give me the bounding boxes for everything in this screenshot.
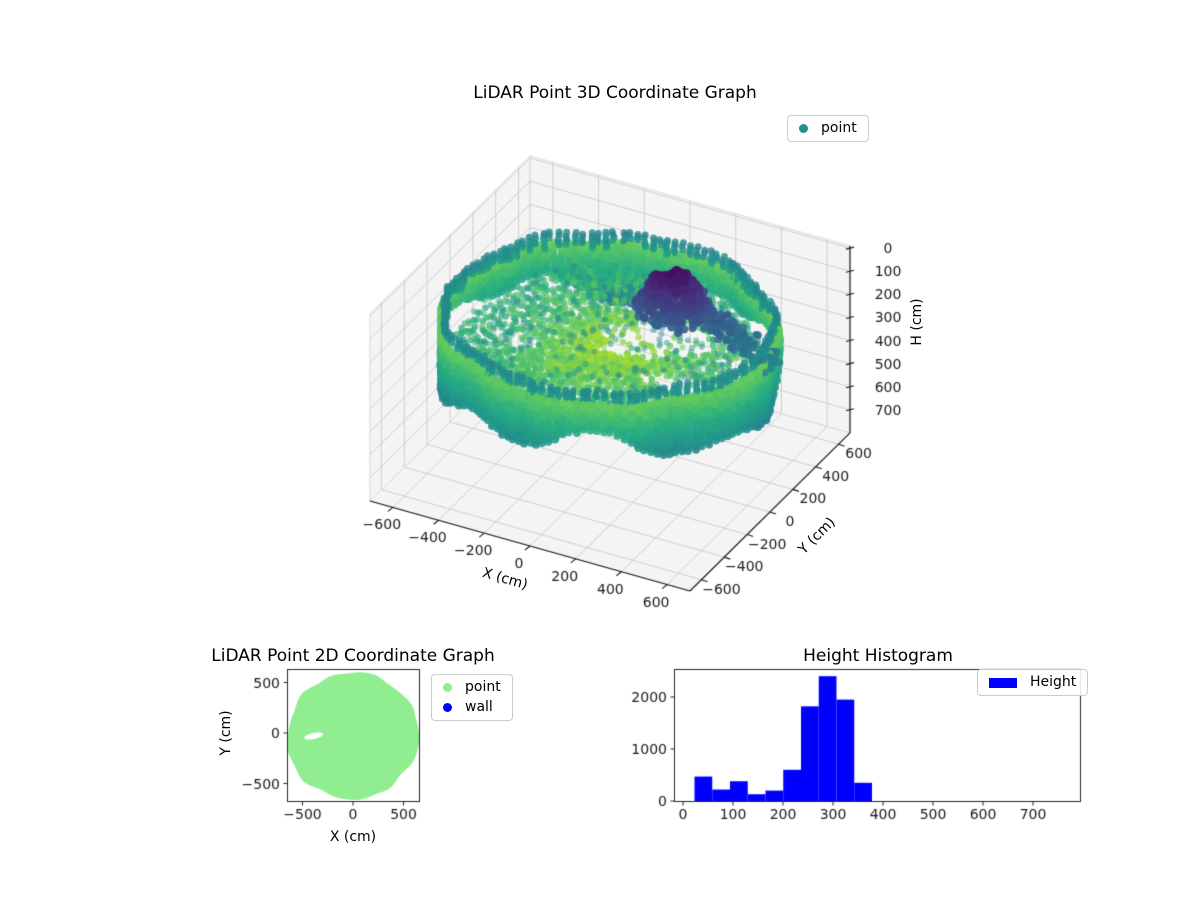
point-marker-icon [799,124,808,133]
legend-entry-wall: wall [443,699,501,716]
height-patch-icon [989,677,1017,688]
legend-entry-point: point [799,120,857,137]
legend-label: point [821,120,857,136]
point-marker-icon [443,683,452,692]
plot2d-legend: point wall [431,674,513,721]
legend-label: Height [1030,674,1077,690]
plot3d-z-axis-label: H (cm) [909,298,925,346]
plot2d-x-axis-label: X (cm) [329,829,377,845]
wall-marker-icon [443,703,452,712]
plot3d-title: LiDAR Point 3D Coordinate Graph [473,83,757,103]
histogram-legend: Height [977,669,1089,696]
plot2d-y-axis-label: Y (cm) [218,710,234,756]
legend-entry-height: Height [989,674,1076,691]
legend-label: point [465,679,501,695]
legend-entry-point: point [443,679,501,696]
plot3d-legend: point [787,115,869,142]
plot2d-title: LiDAR Point 2D Coordinate Graph [211,646,495,666]
legend-label: wall [465,699,493,715]
histogram-title: Height Histogram [803,646,953,666]
